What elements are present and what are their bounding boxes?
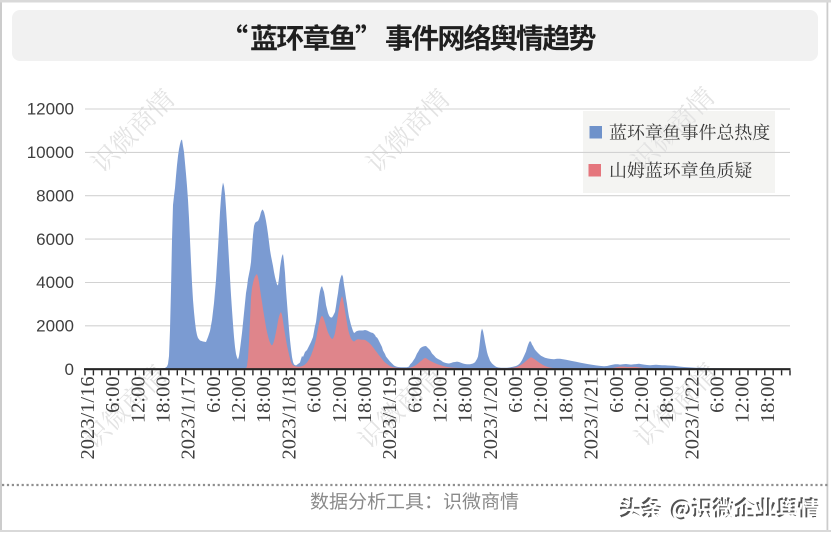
svg-text:2023/1/18: 2023/1/18	[278, 376, 300, 459]
svg-text:12:00: 12:00	[732, 376, 754, 423]
svg-text:8000: 8000	[36, 186, 74, 205]
svg-text:2023/1/20: 2023/1/20	[480, 376, 502, 459]
svg-text:12000: 12000	[27, 100, 74, 119]
svg-text:6:00: 6:00	[505, 376, 527, 412]
svg-text:6:00: 6:00	[404, 376, 426, 412]
svg-text:18:00: 18:00	[253, 376, 275, 423]
svg-text:18:00: 18:00	[656, 376, 678, 423]
svg-text:6:00: 6:00	[304, 376, 326, 412]
svg-text:18:00: 18:00	[455, 376, 477, 423]
svg-text:2023/1/21: 2023/1/21	[581, 376, 603, 459]
svg-text:12:00: 12:00	[228, 376, 250, 423]
svg-text:6:00: 6:00	[203, 376, 225, 412]
svg-text:18:00: 18:00	[555, 376, 577, 423]
svg-text:0: 0	[65, 360, 74, 379]
svg-text:10000: 10000	[27, 143, 74, 162]
svg-text:2023/1/22: 2023/1/22	[681, 376, 703, 459]
svg-text:18:00: 18:00	[153, 376, 175, 423]
svg-text:4000: 4000	[36, 273, 74, 292]
svg-text:6:00: 6:00	[606, 376, 628, 412]
svg-text:12:00: 12:00	[530, 376, 552, 423]
svg-text:6:00: 6:00	[102, 376, 124, 412]
svg-text:6:00: 6:00	[707, 376, 729, 412]
svg-text:18:00: 18:00	[757, 376, 779, 423]
svg-text:2023/1/19: 2023/1/19	[379, 376, 401, 459]
svg-text:12:00: 12:00	[127, 376, 149, 423]
svg-text:2000: 2000	[36, 317, 74, 336]
svg-text:2023/1/16: 2023/1/16	[77, 376, 99, 459]
svg-text:12:00: 12:00	[430, 376, 452, 423]
svg-text:6000: 6000	[36, 230, 74, 249]
svg-text:18:00: 18:00	[354, 376, 376, 423]
svg-text:12:00: 12:00	[329, 376, 351, 423]
svg-text:12:00: 12:00	[631, 376, 653, 423]
svg-text:2023/1/17: 2023/1/17	[178, 376, 200, 459]
